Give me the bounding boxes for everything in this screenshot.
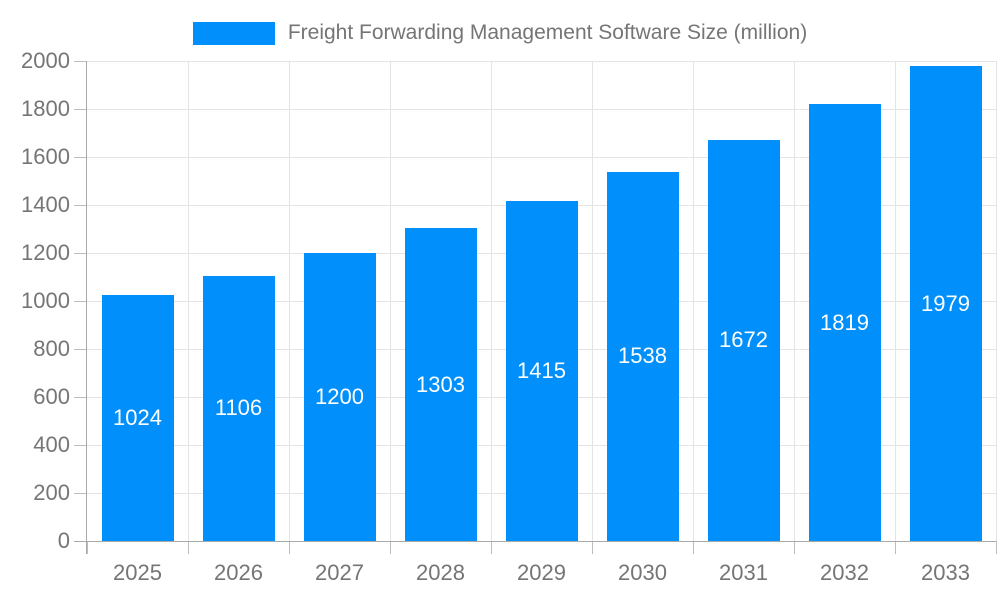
x-axis-label: 2025 xyxy=(113,560,162,585)
bar[interactable]: 1200 xyxy=(303,253,376,541)
gridline-h xyxy=(87,109,996,110)
x-axis-tick xyxy=(289,541,290,554)
x-axis-tick xyxy=(693,541,694,554)
bar-value-label: 1979 xyxy=(921,290,970,316)
y-axis-tick xyxy=(74,301,87,302)
bar-value-label: 1024 xyxy=(113,405,162,431)
x-axis-tick xyxy=(996,541,997,554)
bar-value-label: 1819 xyxy=(820,309,869,335)
x-axis-line xyxy=(74,541,996,542)
x-axis-label: 2031 xyxy=(719,560,768,585)
bar-value-label: 1415 xyxy=(517,358,566,384)
gridline-v xyxy=(390,61,391,541)
gridline-h xyxy=(87,157,996,158)
y-axis-label: 1400 xyxy=(21,192,70,217)
bar-value-label: 1672 xyxy=(719,327,768,353)
x-axis-label: 2032 xyxy=(820,560,869,585)
y-axis-label: 1600 xyxy=(21,144,70,169)
gridline-h xyxy=(87,61,996,62)
y-axis-tick xyxy=(74,157,87,158)
y-axis-tick xyxy=(74,109,87,110)
y-axis-label: 800 xyxy=(33,336,70,361)
gridline-v xyxy=(592,61,593,541)
y-axis-tick xyxy=(74,349,87,350)
y-axis-label: 0 xyxy=(57,528,70,553)
bar-value-label: 1303 xyxy=(416,371,465,397)
bar-value-label: 1106 xyxy=(214,395,263,421)
y-axis-tick xyxy=(74,493,87,494)
x-axis-label: 2030 xyxy=(618,560,667,585)
legend-swatch xyxy=(192,21,275,45)
gridline-v xyxy=(895,61,896,541)
y-axis-label: 1200 xyxy=(21,240,70,265)
y-axis-tick xyxy=(74,397,87,398)
y-axis-tick xyxy=(74,253,87,254)
y-axis-tick xyxy=(74,445,87,446)
gridline-v xyxy=(289,61,290,541)
bar-value-label: 1200 xyxy=(315,384,364,409)
x-axis-label: 2028 xyxy=(416,560,465,585)
x-axis-tick xyxy=(895,541,896,554)
gridline-v xyxy=(996,61,997,541)
legend-label: Freight Forwarding Management Software S… xyxy=(287,21,808,44)
gridline-v xyxy=(693,61,694,541)
bar[interactable]: 1024 xyxy=(101,295,174,541)
y-axis-label: 200 xyxy=(33,480,70,505)
x-axis-tick xyxy=(491,541,492,554)
x-axis-tick xyxy=(592,541,593,554)
bar[interactable]: 1303 xyxy=(404,228,477,541)
y-axis-label: 1000 xyxy=(21,288,70,313)
bar[interactable]: 1538 xyxy=(606,171,679,541)
x-axis-label: 2033 xyxy=(921,560,970,585)
x-axis-tick xyxy=(87,541,88,554)
x-axis-label: 2027 xyxy=(315,560,364,585)
bar[interactable]: 1979 xyxy=(909,66,982,541)
gridline-v xyxy=(188,61,189,541)
x-axis-tick xyxy=(794,541,795,554)
gridline-v xyxy=(794,61,795,541)
y-axis-label: 2000 xyxy=(21,48,70,73)
y-axis-label: 1800 xyxy=(21,96,70,121)
y-axis-tick xyxy=(74,61,87,62)
bar[interactable]: 1415 xyxy=(505,201,578,541)
y-axis-tick xyxy=(74,205,87,206)
x-axis-tick xyxy=(390,541,391,554)
y-axis-label: 600 xyxy=(33,384,70,409)
y-axis-line xyxy=(86,61,87,554)
x-axis-label: 2029 xyxy=(517,560,566,585)
x-axis-label: 2026 xyxy=(214,560,263,585)
legend[interactable]: Freight Forwarding Management Software S… xyxy=(0,20,1000,46)
y-axis-label: 400 xyxy=(33,432,70,457)
x-axis-tick xyxy=(188,541,189,554)
bar[interactable]: 1819 xyxy=(808,104,881,541)
bar-value-label: 1538 xyxy=(618,343,667,369)
gridline-v xyxy=(491,61,492,541)
bar[interactable]: 1672 xyxy=(707,139,780,541)
bar[interactable]: 1106 xyxy=(202,275,275,541)
